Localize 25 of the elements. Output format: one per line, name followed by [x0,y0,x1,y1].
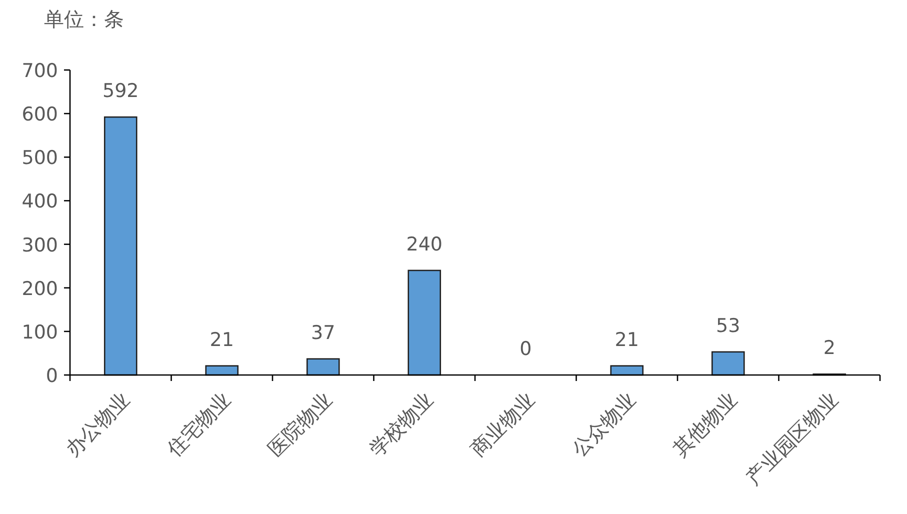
data-label: 0 [520,338,532,360]
data-label: 37 [311,322,336,344]
x-tick-label: 公众物业 [566,388,640,462]
x-tick-label: 商业物业 [466,388,540,462]
x-tick-label: 办公物业 [60,388,134,462]
y-tick-label: 300 [22,234,58,256]
data-label: 240 [406,233,443,256]
y-tick-label: 100 [22,321,58,344]
data-label: 53 [716,314,740,337]
x-tick-label: 产业园区物业 [741,388,843,490]
x-tick-label: 医院物业 [263,388,337,462]
y-tick-label: 700 [22,60,58,82]
y-tick-label: 200 [22,278,58,300]
x-tick-label: 其他物业 [668,388,742,462]
y-tick-label: 0 [46,365,58,387]
data-label: 21 [614,328,639,351]
y-tick-label: 500 [22,147,58,170]
data-label: 592 [102,80,139,102]
y-tick-label: 600 [22,104,58,126]
x-tick-label: 学校物业 [364,388,438,462]
data-label: 21 [210,328,234,351]
data-label: 2 [823,337,836,360]
y-tick-label: 400 [22,190,58,213]
y-axis-title: 单位：条 [44,7,124,31]
x-tick-label: 住宅物业 [161,388,236,462]
